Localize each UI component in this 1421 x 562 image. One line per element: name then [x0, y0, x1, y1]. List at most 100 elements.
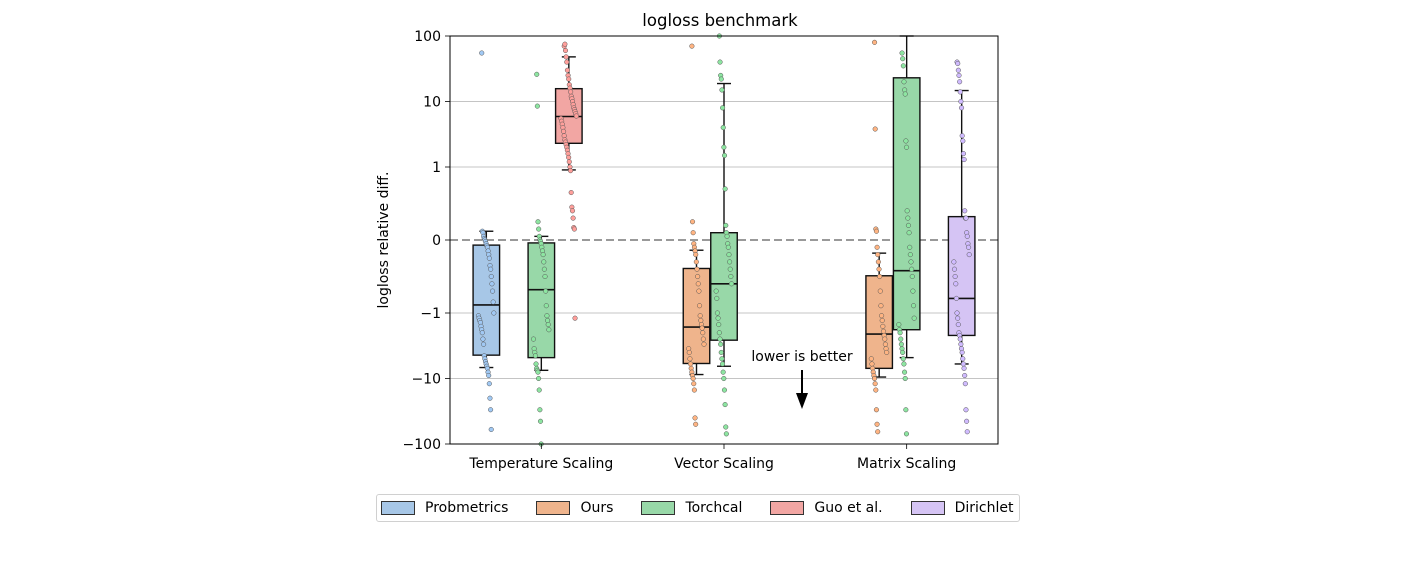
data-point — [872, 381, 878, 387]
data-point — [903, 407, 909, 413]
data-point — [490, 299, 496, 305]
data-point — [691, 381, 697, 387]
data-point — [898, 341, 904, 347]
data-point — [488, 273, 494, 280]
y-axis-label: logloss relative diff. — [376, 172, 392, 309]
data-point — [545, 321, 551, 328]
data-point — [907, 252, 913, 258]
data-point — [720, 125, 726, 131]
legend-swatch — [910, 501, 945, 515]
data-point — [572, 315, 578, 321]
y-tick-label: −100 — [403, 437, 441, 453]
data-point — [535, 219, 541, 225]
data-point — [563, 54, 569, 60]
data-point — [690, 375, 696, 382]
legend-item: Guo et al. — [770, 500, 883, 516]
data-point — [700, 330, 706, 336]
data-point — [882, 341, 888, 347]
data-point — [904, 208, 910, 214]
data-point — [486, 381, 492, 387]
data-point — [899, 50, 905, 56]
box-torchcal-1 — [710, 231, 738, 341]
data-point — [488, 426, 494, 433]
data-point — [871, 375, 878, 382]
data-point — [690, 230, 696, 236]
data-point — [868, 356, 874, 362]
legend-swatch — [641, 501, 676, 515]
data-point — [695, 281, 701, 287]
y-tick-label: −10 — [411, 372, 441, 388]
data-point — [900, 356, 906, 362]
data-point — [540, 252, 546, 258]
data-point — [687, 356, 693, 362]
data-point — [954, 310, 960, 316]
legend: Probmetrics Ours Torchcal Guo et al. Dirichl… — [376, 494, 1021, 522]
data-point — [718, 349, 724, 355]
data-point — [727, 266, 733, 272]
y-tick-label: 100 — [414, 29, 441, 45]
data-point — [956, 72, 962, 78]
data-point — [721, 375, 727, 382]
x-tick-label: Temperature Scaling — [468, 456, 613, 472]
legend-item: Torchcal — [641, 500, 742, 516]
data-point — [487, 395, 493, 401]
data-point — [882, 336, 888, 342]
legend-swatch — [536, 501, 571, 515]
data-point — [546, 327, 552, 333]
data-point — [873, 228, 880, 234]
data-point — [877, 288, 883, 294]
data-point — [541, 259, 547, 265]
data-point — [959, 349, 965, 355]
data-point — [568, 168, 574, 174]
data-point — [490, 288, 496, 294]
data-point — [953, 295, 959, 301]
data-point — [879, 313, 885, 319]
data-point — [488, 266, 494, 272]
data-point — [727, 259, 733, 265]
data-point — [962, 381, 968, 387]
data-point — [960, 356, 966, 362]
data-point — [486, 372, 492, 379]
data-point — [689, 219, 696, 225]
data-point — [896, 321, 902, 328]
data-point — [909, 266, 915, 272]
data-point — [964, 418, 970, 424]
data-point — [562, 41, 568, 47]
legend-label: Guo et al. — [814, 500, 883, 516]
data-point — [719, 361, 726, 367]
legend-label: Ours — [580, 500, 614, 516]
data-point — [958, 98, 964, 105]
legend-item: Dirichlet — [910, 500, 1014, 516]
data-point — [903, 144, 910, 150]
data-point — [534, 71, 540, 77]
data-point — [693, 259, 699, 265]
data-point — [902, 91, 908, 97]
data-point — [964, 429, 970, 435]
data-point — [884, 349, 890, 355]
data-point — [960, 138, 966, 144]
data-point — [714, 295, 720, 301]
data-point — [901, 361, 907, 367]
data-point — [571, 226, 577, 232]
y-tick-label: −1 — [420, 306, 441, 322]
data-point — [722, 402, 728, 408]
data-point — [966, 244, 972, 250]
data-point — [536, 375, 542, 382]
box-torchcal-2 — [892, 77, 921, 331]
y-tick-label: 0 — [432, 233, 441, 249]
data-point — [723, 431, 729, 437]
data-point — [958, 341, 964, 347]
data-point — [873, 407, 879, 413]
data-point — [689, 43, 695, 49]
data-point — [695, 273, 701, 280]
data-point — [533, 361, 539, 367]
data-point — [874, 421, 880, 427]
data-point — [906, 230, 912, 236]
data-point — [909, 273, 915, 280]
legend-label: Dirichlet — [954, 500, 1014, 516]
data-point — [900, 349, 906, 355]
chart-title: logloss benchmark — [642, 11, 798, 30]
data-point — [719, 356, 725, 362]
data-point — [728, 281, 735, 287]
data-point — [701, 341, 707, 347]
